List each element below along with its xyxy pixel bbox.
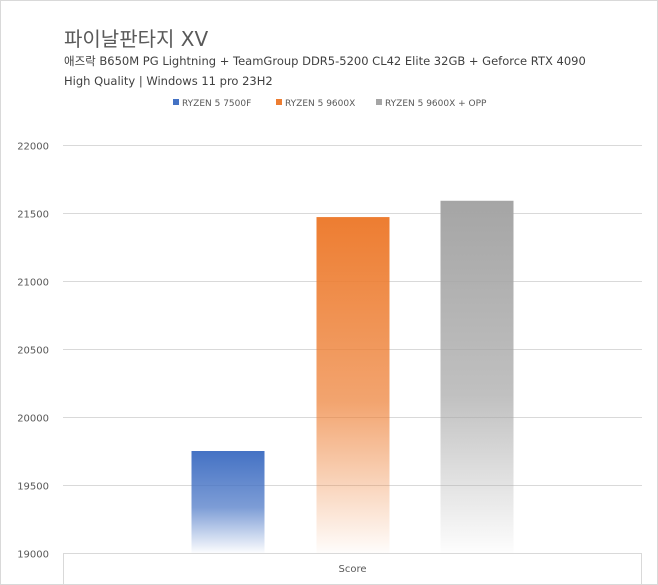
y-tick-label: 22000 [17,142,49,153]
chart-title: 파이날판타지 XV [64,27,209,51]
legend-swatch [376,99,382,105]
y-tick-label: 21500 [17,210,49,221]
y-axis-ticks: 19000 19500 20000 20500 21000 21500 22000 [17,142,49,561]
legend-label: RYZEN 5 7500F [182,99,251,109]
bar-ryzen-5-9600x [316,217,390,553]
legend-swatch [173,99,179,105]
category-axis: Score [63,553,642,584]
y-tick-label: 21000 [17,278,49,289]
y-tick-label: 19000 [17,550,49,561]
chart-subtitle-line-1: 애즈락 B650M PG Lightning + TeamGroup DDR5-… [64,54,586,68]
y-tick-label: 19500 [17,482,49,493]
chart-subtitle-line-2: High Quality | Windows 11 pro 23H2 [64,74,273,88]
y-tick-label: 20500 [17,346,49,357]
y-tick-label: 20000 [17,414,49,425]
legend-swatch [276,99,282,105]
legend-label: RYZEN 5 9600X + OPP [385,99,487,109]
bar-ryzen-5-9600x-opp [440,200,514,553]
legend: RYZEN 5 7500F RYZEN 5 9600X RYZEN 5 9600X … [173,99,487,109]
bar-ryzen-5-7500f [191,451,265,553]
bars [191,200,514,553]
legend-label: RYZEN 5 9600X [285,99,355,109]
category-label: Score [338,564,366,575]
